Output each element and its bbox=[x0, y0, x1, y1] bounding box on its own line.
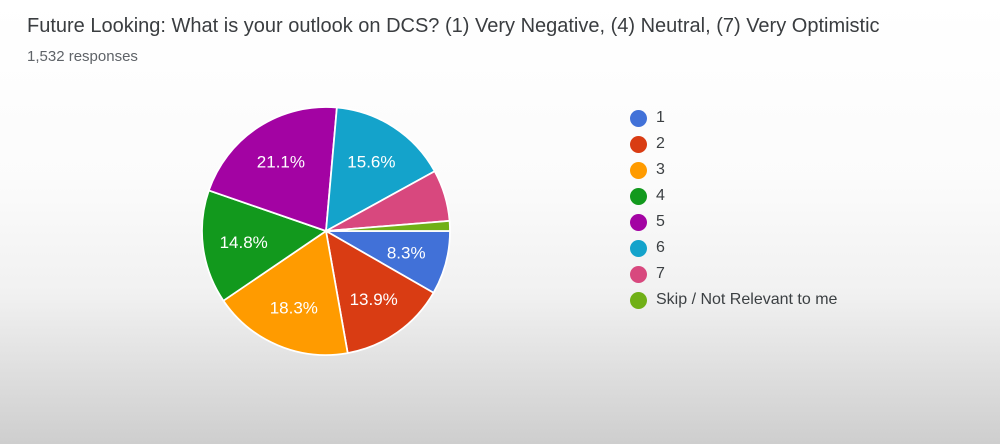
legend-label: 1 bbox=[656, 109, 665, 126]
responses-count: 1,532 responses bbox=[27, 48, 138, 65]
pie-slice-5[interactable] bbox=[207, 106, 338, 232]
pie-slice-skip-not-relevant-to-me[interactable] bbox=[325, 220, 451, 232]
legend-item-skip-not-relevant-to-me: Skip / Not Relevant to me bbox=[630, 287, 837, 313]
pie-chart: 8.3% 13.9% 18.3% 14.8% 21.1% 15.6% bbox=[201, 106, 451, 356]
legend-swatch-icon bbox=[630, 239, 647, 257]
pie-slice-label: 8.3% bbox=[387, 243, 426, 262]
pie-slice-3[interactable] bbox=[222, 230, 349, 356]
legend-label: 3 bbox=[656, 161, 665, 178]
pie-slice-label: 13.9% bbox=[350, 290, 398, 309]
pie-slice-label: 18.3% bbox=[270, 299, 318, 318]
pie-slice-label: 21.1% bbox=[257, 152, 305, 171]
legend-item-1: 1 bbox=[630, 105, 837, 131]
legend-item-4: 4 bbox=[630, 183, 837, 209]
legend-swatch-icon bbox=[630, 109, 647, 127]
legend-label: Skip / Not Relevant to me bbox=[656, 291, 838, 308]
legend-label: 7 bbox=[656, 265, 665, 282]
question-title: Future Looking: What is your outlook on … bbox=[27, 15, 880, 37]
legend-item-3: 3 bbox=[630, 157, 837, 183]
legend-swatch-icon bbox=[630, 265, 647, 283]
legend-label: 6 bbox=[656, 239, 665, 256]
pie-slice-label: 15.6% bbox=[347, 153, 395, 172]
legend-item-6: 6 bbox=[630, 235, 837, 261]
pie-slice-4[interactable] bbox=[201, 189, 327, 302]
legend-swatch-icon bbox=[630, 213, 647, 231]
pie-slice-6[interactable] bbox=[325, 106, 436, 232]
legend-item-5: 5 bbox=[630, 209, 837, 235]
legend: 1 2 3 4 5 6 7 Skip / Not Relevant to me bbox=[630, 105, 837, 313]
legend-swatch-icon bbox=[630, 161, 647, 179]
legend-swatch-icon bbox=[630, 291, 647, 309]
pie-slice-2[interactable] bbox=[325, 230, 435, 354]
legend-item-2: 2 bbox=[630, 131, 837, 157]
legend-label: 2 bbox=[656, 135, 665, 152]
legend-item-7: 7 bbox=[630, 261, 837, 287]
legend-label: 5 bbox=[656, 213, 665, 230]
legend-label: 4 bbox=[656, 187, 665, 204]
pie-slice-label: 14.8% bbox=[220, 233, 268, 252]
legend-swatch-icon bbox=[630, 135, 647, 153]
legend-swatch-icon bbox=[630, 187, 647, 205]
